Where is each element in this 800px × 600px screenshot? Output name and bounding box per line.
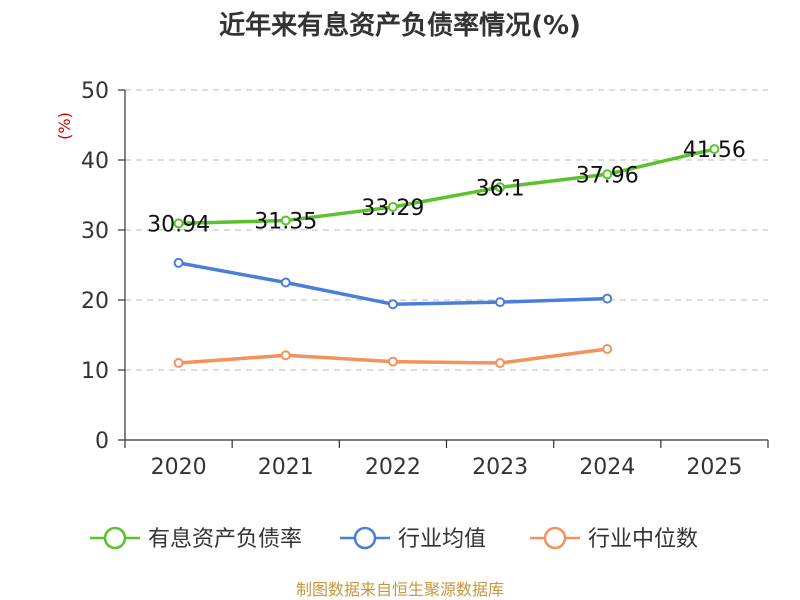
series-1-point-2024 bbox=[602, 293, 613, 304]
data-label-2023: 36.1 bbox=[476, 176, 525, 201]
legend-item-0[interactable]: 有息资产负债率 bbox=[90, 526, 302, 552]
axes: 0 10 20 30 40 50 2020 2021 2022 2023 2024 2025 bbox=[81, 79, 769, 480]
source-note: 制图数据来自恒生聚源数据库 bbox=[296, 580, 504, 599]
legend-label-0: 有息资产负债率 bbox=[148, 527, 302, 552]
series-2-point-2021 bbox=[280, 350, 291, 361]
legend: 有息资产负债率 行业均值 行业中位数 bbox=[90, 526, 698, 552]
legend-label-2: 行业中位数 bbox=[588, 527, 698, 552]
series-2-point-2020 bbox=[173, 358, 184, 368]
series-lines bbox=[173, 144, 720, 368]
x-tick-label-2020: 2020 bbox=[151, 455, 207, 480]
series-2-point-2022 bbox=[387, 356, 398, 367]
y-axis-unit-label: (%) bbox=[55, 112, 74, 140]
series-1-point-2023 bbox=[495, 297, 506, 308]
series-0-point-2020 bbox=[173, 218, 184, 229]
legend-marker-2 bbox=[543, 526, 567, 550]
x-tick-label-2022: 2022 bbox=[365, 455, 421, 480]
legend-item-1[interactable]: 行业均值 bbox=[340, 526, 486, 552]
y-tick-label-40: 40 bbox=[81, 149, 109, 174]
data-label-2024: 37.96 bbox=[576, 163, 639, 188]
series-0-point-2024 bbox=[602, 169, 613, 180]
grid-lines bbox=[125, 89, 768, 371]
data-label-2025: 41.56 bbox=[683, 138, 746, 163]
series-0-point-2022 bbox=[387, 201, 398, 212]
y-tick-label-50: 50 bbox=[81, 79, 109, 104]
series-0-point-2023 bbox=[495, 182, 506, 193]
series-2-point-2023 bbox=[495, 358, 506, 368]
y-tick-label-10: 10 bbox=[81, 359, 109, 384]
y-tick-label-0: 0 bbox=[95, 429, 109, 454]
x-tick-label-2023: 2023 bbox=[472, 455, 528, 480]
legend-item-2[interactable]: 行业中位数 bbox=[530, 526, 698, 552]
chart-title: 近年来有息资产负债率情况(%) bbox=[219, 10, 581, 41]
series-0-point-2025 bbox=[709, 144, 720, 155]
y-tick-label-20: 20 bbox=[81, 289, 109, 314]
legend-label-1: 行业均值 bbox=[398, 527, 486, 552]
legend-marker-0 bbox=[103, 526, 127, 550]
series-1-point-2022 bbox=[387, 299, 398, 310]
data-label-2022: 33.29 bbox=[361, 196, 424, 221]
data-label-2021: 31.35 bbox=[254, 210, 317, 235]
y-tick-label-30: 30 bbox=[81, 219, 109, 244]
series-2-point-2024 bbox=[602, 344, 613, 354]
series-1-point-2021 bbox=[280, 277, 291, 288]
series-line-1 bbox=[176, 261, 609, 306]
data-labels: 30.94 31.35 33.29 36.1 37.96 41.56 bbox=[147, 138, 746, 237]
x-tick-label-2025: 2025 bbox=[686, 455, 742, 480]
legend-marker-1 bbox=[353, 526, 377, 550]
series-1-point-2020 bbox=[173, 257, 184, 268]
data-label-2020: 30.94 bbox=[147, 212, 210, 237]
series-0-point-2021 bbox=[280, 215, 291, 226]
x-tick-label-2021: 2021 bbox=[258, 455, 314, 480]
series-line-0 bbox=[176, 147, 717, 226]
x-tick-label-2024: 2024 bbox=[579, 455, 635, 480]
